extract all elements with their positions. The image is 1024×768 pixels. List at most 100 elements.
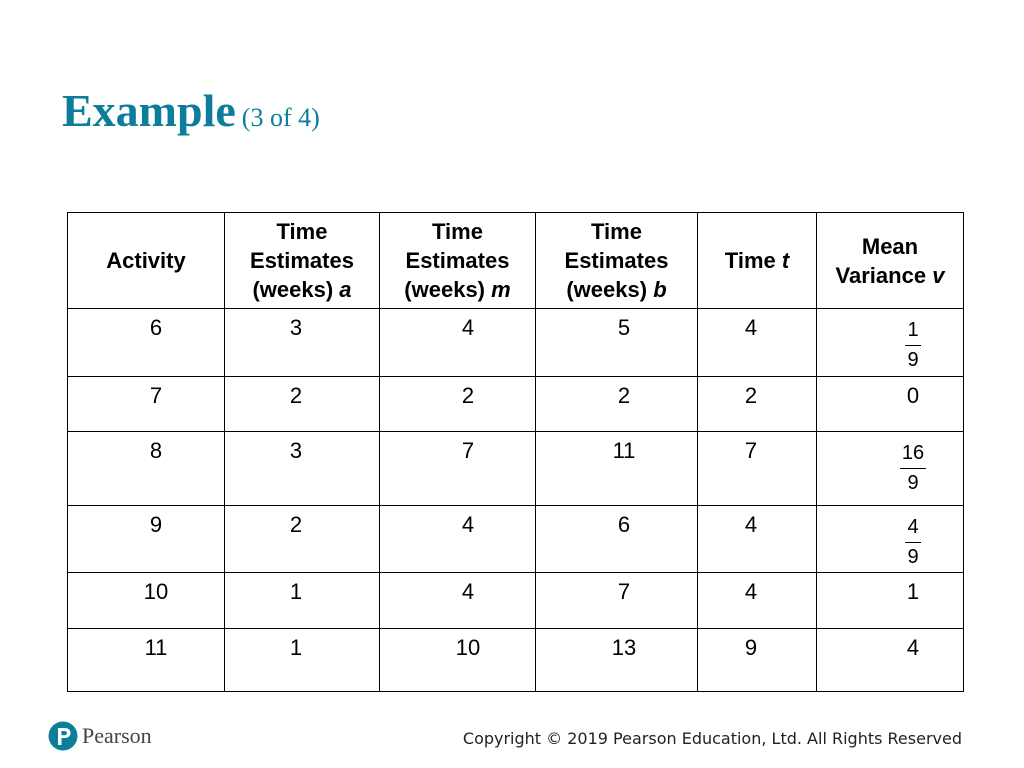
cell-value: 7 — [617, 579, 631, 604]
cell-value: 4 — [906, 635, 920, 660]
pearson-logo: Pearson — [48, 719, 152, 753]
fraction-bar — [905, 345, 921, 346]
cell-value: 13 — [611, 635, 637, 660]
header-variable: t — [781, 248, 790, 273]
cell-time-t: 4 — [697, 505, 817, 573]
cell-value: 3 — [289, 315, 303, 340]
cell-time-t: 7 — [697, 431, 817, 506]
fraction-numerator: 16 — [901, 442, 925, 464]
header-line: (weeks) — [404, 277, 486, 302]
cell-estimate-b: 2 — [535, 376, 698, 432]
cell-time-t: 9 — [697, 628, 817, 692]
fraction-bar — [899, 468, 927, 469]
fraction-numerator: 4 — [907, 516, 919, 538]
fraction-denominator: 9 — [907, 546, 919, 568]
header-line: Variance — [835, 262, 927, 288]
cell-activity: 11 — [67, 628, 225, 692]
cell-value: 2 — [461, 383, 475, 408]
cell-estimate-a: 3 — [224, 308, 380, 377]
fraction-denominator: 9 — [907, 349, 919, 371]
cell-estimate-a: 1 — [224, 572, 380, 629]
header-line: Activity — [106, 248, 186, 273]
cell-value: 0 — [906, 383, 920, 408]
cell-activity: 9 — [67, 505, 225, 573]
cell-value: 7 — [149, 383, 163, 408]
header-variable: v — [932, 262, 945, 288]
cell-value: 3 — [289, 438, 303, 463]
cell-estimate-m: 4 — [379, 572, 536, 629]
cell-activity: 10 — [67, 572, 225, 629]
cell-value: 9 — [149, 512, 163, 537]
cell-estimate-b: 5 — [535, 308, 698, 377]
fraction-denominator: 9 — [907, 472, 919, 494]
cell-value: 4 — [461, 315, 475, 340]
header-line: Time — [591, 219, 642, 244]
cell-value: 5 — [617, 315, 631, 340]
fraction-numerator: 1 — [907, 319, 919, 341]
cell-value: 2 — [617, 383, 631, 408]
header-line: (weeks) — [252, 277, 334, 302]
cell-time-t: 4 — [697, 308, 817, 377]
cell-estimate-a: 2 — [224, 376, 380, 432]
header-estimate-b: Time Estimates (weeks) b — [535, 212, 698, 309]
header-activity: Activity — [67, 212, 225, 309]
cell-value: 7 — [744, 438, 758, 463]
cell-variance-v: 4 — [816, 628, 964, 692]
header-row: Activity Time Estimates (weeks) a Time Estima… — [67, 212, 964, 309]
header-estimate-a: Time Estimates (weeks) a — [224, 212, 380, 309]
cell-variance-v: 1 — [816, 572, 964, 629]
header-line: Estimates — [250, 248, 354, 273]
table-row: 10 1 4 7 4 1 — [67, 572, 964, 629]
cell-estimate-m: 7 — [379, 431, 536, 506]
header-line: Time — [276, 219, 328, 244]
cell-value: 6 — [149, 315, 163, 340]
cell-value: 1 — [906, 579, 920, 604]
cell-value: 8 — [149, 438, 163, 463]
cell-estimate-b: 6 — [535, 505, 698, 573]
cell-variance-v: 0 — [816, 376, 964, 432]
table-row: 8 3 7 11 7 16 9 — [67, 431, 964, 506]
header-line: Mean — [861, 233, 919, 259]
cell-value: 9 — [744, 635, 758, 660]
pearson-logo-text: Pearson — [82, 723, 152, 748]
cell-activity: 8 — [67, 431, 225, 506]
cell-estimate-b: 13 — [535, 628, 698, 692]
header-line: Estimates — [564, 248, 669, 273]
table-row: 11 1 10 13 9 4 — [67, 628, 964, 692]
header-variable: a — [339, 277, 352, 302]
pearson-p-icon — [48, 721, 78, 751]
cell-value: 4 — [744, 315, 758, 340]
variance-fraction: 16 9 — [899, 442, 927, 494]
cell-estimate-m: 10 — [379, 628, 536, 692]
cell-estimate-a: 3 — [224, 431, 380, 506]
slide-title-subtitle: (3 of 4) — [241, 103, 320, 132]
header-line: Time — [432, 219, 483, 244]
cell-activity: 7 — [67, 376, 225, 432]
cell-estimate-b: 7 — [535, 572, 698, 629]
cell-estimate-b: 11 — [535, 431, 698, 506]
cell-value: 4 — [744, 512, 758, 537]
header-line: (weeks) — [566, 277, 648, 302]
header-variable: m — [491, 277, 511, 302]
cell-estimate-m: 2 — [379, 376, 536, 432]
cell-value: 4 — [461, 512, 475, 537]
cell-value: 11 — [612, 438, 636, 463]
table-body: 6 3 4 5 4 1 9 7 2 2 2 2 0 8 3 7 11 7 16 9 9 2 4 6 4 4 9 10 1 4 7 4 1 11 1 1… — [67, 308, 964, 692]
cell-value: 4 — [461, 579, 475, 604]
cell-time-t: 4 — [697, 572, 817, 629]
cell-estimate-m: 4 — [379, 505, 536, 573]
slide-title: Example (3 of 4) — [62, 84, 320, 137]
cell-value: 2 — [289, 512, 303, 537]
cell-variance-v: 16 9 — [816, 431, 964, 506]
cell-value: 2 — [744, 383, 758, 408]
header-mean-variance-v: Mean Variance v — [816, 212, 964, 309]
header-line: Time — [724, 248, 776, 273]
cell-time-t: 2 — [697, 376, 817, 432]
cell-value: 1 — [289, 635, 303, 660]
